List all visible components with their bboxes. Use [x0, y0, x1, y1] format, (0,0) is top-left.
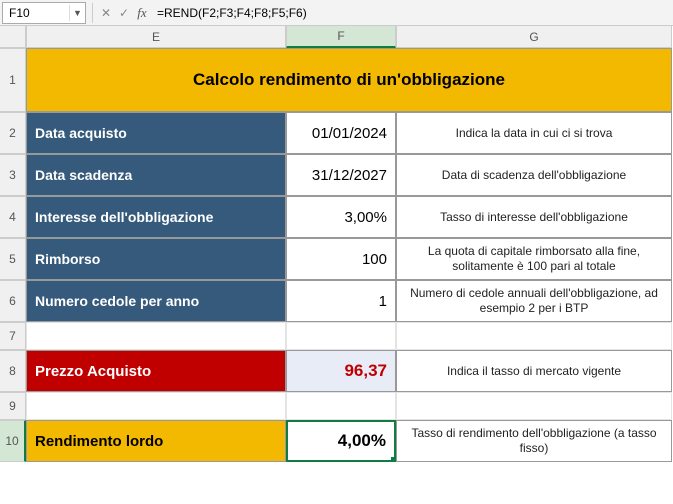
col-header-F[interactable]: F [286, 26, 396, 48]
cancel-icon[interactable]: ✕ [97, 4, 115, 22]
desc-data-acquisto[interactable]: Indica la data in cui ci si trova [396, 112, 672, 154]
cell-G9[interactable] [396, 392, 672, 420]
label-rendimento[interactable]: Rendimento lordo [26, 420, 286, 462]
label-data-scadenza[interactable]: Data scadenza [26, 154, 286, 196]
desc-prezzo[interactable]: Indica il tasso di mercato vigente [396, 350, 672, 392]
spreadsheet-grid: E F G 1 Calcolo rendimento di un'obbliga… [0, 26, 673, 462]
value-data-acquisto[interactable]: 01/01/2024 [286, 112, 396, 154]
value-prezzo[interactable]: 96,37 [286, 350, 396, 392]
cell-E7[interactable] [26, 322, 286, 350]
row-header-1[interactable]: 1 [0, 48, 26, 112]
divider [92, 3, 93, 23]
row-header-2[interactable]: 2 [0, 112, 26, 154]
cell-G7[interactable] [396, 322, 672, 350]
desc-rimborso[interactable]: La quota di capitale rimborsato alla fin… [396, 238, 672, 280]
col-header-E[interactable]: E [26, 26, 286, 48]
col-header-G[interactable]: G [396, 26, 672, 48]
label-interesse[interactable]: Interesse dell'obbligazione [26, 196, 286, 238]
desc-data-scadenza[interactable]: Data di scadenza dell'obbligazione [396, 154, 672, 196]
desc-interesse[interactable]: Tasso di interesse dell'obbligazione [396, 196, 672, 238]
select-all-corner[interactable] [0, 26, 26, 48]
row-header-3[interactable]: 3 [0, 154, 26, 196]
name-box[interactable]: F10 ▼ [2, 2, 86, 24]
table-title[interactable]: Calcolo rendimento di un'obbligazione [26, 48, 672, 112]
formula-bar: F10 ▼ ✕ ✓ fx [0, 0, 673, 26]
row-header-6[interactable]: 6 [0, 280, 26, 322]
row-header-8[interactable]: 8 [0, 350, 26, 392]
label-prezzo[interactable]: Prezzo Acquisto [26, 350, 286, 392]
chevron-down-icon[interactable]: ▼ [69, 5, 85, 21]
label-data-acquisto[interactable]: Data acquisto [26, 112, 286, 154]
fx-icon[interactable]: fx [133, 4, 151, 22]
value-data-scadenza[interactable]: 31/12/2027 [286, 154, 396, 196]
row-header-4[interactable]: 4 [0, 196, 26, 238]
desc-rendimento[interactable]: Tasso di rendimento dell'obbligazione (a… [396, 420, 672, 462]
cell-E9[interactable] [26, 392, 286, 420]
cell-F7[interactable] [286, 322, 396, 350]
cell-F9[interactable] [286, 392, 396, 420]
row-header-10[interactable]: 10 [0, 420, 26, 462]
label-cedole[interactable]: Numero cedole per anno [26, 280, 286, 322]
label-rimborso[interactable]: Rimborso [26, 238, 286, 280]
value-interesse[interactable]: 3,00% [286, 196, 396, 238]
value-rimborso[interactable]: 100 [286, 238, 396, 280]
value-cedole[interactable]: 1 [286, 280, 396, 322]
formula-input[interactable] [151, 2, 673, 24]
row-header-9[interactable]: 9 [0, 392, 26, 420]
value-rendimento[interactable]: 4,00% [286, 420, 396, 462]
row-header-7[interactable]: 7 [0, 322, 26, 350]
cell-reference: F10 [3, 6, 69, 20]
confirm-icon[interactable]: ✓ [115, 4, 133, 22]
row-header-5[interactable]: 5 [0, 238, 26, 280]
desc-cedole[interactable]: Numero di cedole annuali dell'obbligazio… [396, 280, 672, 322]
